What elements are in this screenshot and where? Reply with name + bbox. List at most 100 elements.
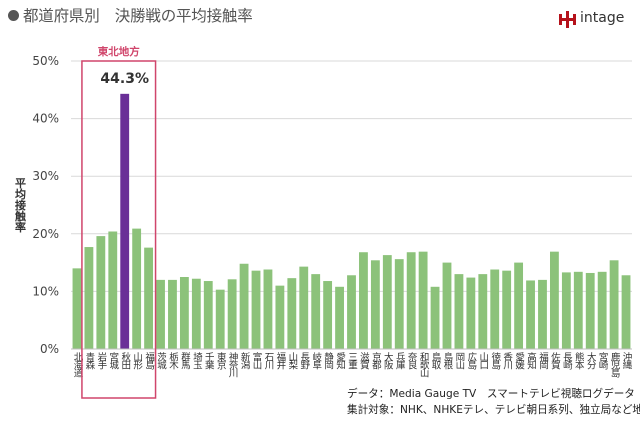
bar [609,260,619,349]
bar [370,260,380,349]
bar [561,272,571,349]
x-tick-label: 滋賀 [358,351,370,370]
bar [215,289,225,349]
x-tick-label: 茨城 [155,351,167,370]
x-tick-label: 福島 [143,351,155,370]
x-tick-label: 島根 [441,351,453,370]
x-tick-label: 佐賀 [549,351,561,370]
x-tick-label: 岡山 [453,352,465,369]
x-tick-label: 新潟 [239,351,251,370]
bar [275,285,285,349]
x-tick-label: 宮崎 [597,351,609,369]
x-tick-label: 長野 [298,352,310,369]
source-line-2: 集計対象：NHK、NHKEテレ、テレビ朝日系列、独立局など地上波 [347,404,640,416]
x-tick-label: 福岡 [537,351,549,370]
bar [96,236,106,349]
x-tick-label: 山形 [131,352,143,370]
chart-title: 都道府県別 決勝戦の平均接触率 [8,4,253,26]
x-tick-label: 愛媛 [513,351,525,370]
x-tick-label: 山口 [477,352,488,369]
x-tick-label: 大阪 [382,351,394,370]
bar [406,252,416,349]
bar [382,255,392,349]
bar [466,277,476,349]
bar [299,266,309,349]
bar [120,93,130,349]
bar [335,286,344,349]
intage-logo-mark-icon [559,11,576,28]
chart-title-text: 都道府県別 決勝戦の平均接触率 [23,7,253,25]
x-tick-label: 三重 [346,352,358,369]
y-tick-label: 20% [32,227,59,241]
highlight-data-label: 44.3% [100,71,149,87]
bar [502,270,512,349]
y-tick-label: 50% [32,54,59,68]
x-tick-label: 徳島 [489,351,501,370]
x-tick-label: 広島 [465,351,477,370]
bar [144,247,154,349]
x-tick-label: 神奈川 [227,351,239,377]
source-line-1: データ：Media Gauge TV スマートテレビ視聴ログデータ [347,388,635,400]
x-tick-label: 栃木 [167,351,179,370]
x-tick-label: 京都 [370,351,382,370]
x-tick-label: 兵庫 [394,351,406,370]
bar [84,247,94,349]
bar [287,278,297,349]
bar [573,271,583,349]
y-tick-label: 30% [32,169,59,183]
bar [549,251,559,349]
bar [454,274,464,349]
x-tick-label: 秋田 [119,351,131,370]
bar [478,274,488,349]
bar [585,272,595,349]
bar [597,271,607,349]
bar [442,262,452,349]
x-tick-label: 千葉 [203,352,215,370]
y-axis-label: 平均接触率 [14,177,28,233]
bar [526,280,535,349]
x-tick-label: 東京 [215,351,227,370]
bar [156,279,165,349]
x-tick-label: 福井 [274,351,286,370]
bar [179,277,189,349]
bar [538,279,547,349]
x-tick-label: 静岡 [322,351,334,370]
bar [227,279,237,349]
x-tick-label: 宮城 [107,351,119,370]
x-tick-label: 山梨 [286,352,298,370]
x-tick-label: 岐阜 [310,351,322,370]
x-tick-label: 鳥取 [430,351,442,370]
x-tick-label: 鹿児島 [609,351,621,378]
x-tick-label: 富山 [251,351,263,369]
x-tick-label: 高知 [525,351,537,370]
bar [108,231,118,349]
bar [168,279,177,349]
region-box [81,60,157,399]
x-tick-label: 沖縄 [621,351,633,369]
bar [514,262,524,349]
x-tick-label: 奈良 [406,351,418,370]
bar [347,275,356,349]
x-tick-label: 群馬 [179,351,191,370]
bar [191,278,201,349]
bar [621,275,631,349]
bar [394,259,404,349]
region-box-label: 東北地方 [98,45,140,58]
x-tick-label: 北海道 [71,352,83,379]
y-tick-label: 40% [32,112,59,126]
bar [490,269,500,349]
bar [251,270,261,349]
bar [311,274,321,349]
y-tick-label: 10% [32,284,59,298]
bar [203,281,213,349]
x-tick-label: 大分 [585,351,597,370]
x-tick-label: 長崎 [561,352,573,369]
x-tick-label: 香川 [501,352,513,369]
x-tick-label: 石川 [262,352,274,369]
bar [323,281,333,349]
x-tick-label: 愛知 [334,351,346,370]
brand-name: intage [580,10,625,26]
bar [132,228,142,349]
bullet-icon [8,10,19,21]
